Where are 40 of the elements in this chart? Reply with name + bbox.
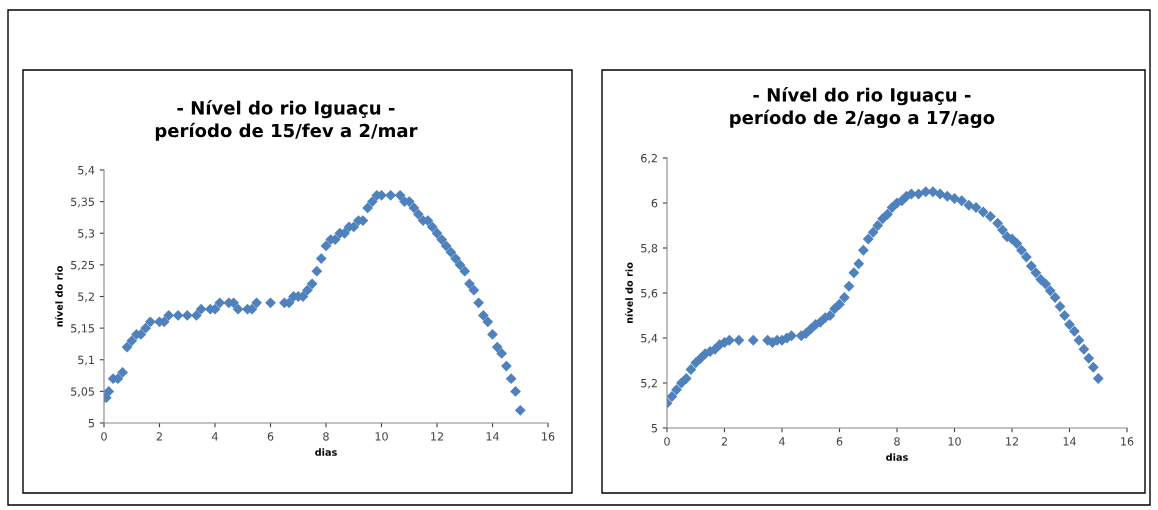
x-tick-label: 4 xyxy=(779,437,785,446)
y-tick-label: 5,15 xyxy=(71,324,94,334)
y-axis-title: nível do rio xyxy=(54,266,63,327)
x-axis-title: dias xyxy=(315,448,337,456)
x-tick-label: 8 xyxy=(894,437,900,446)
x-tick-label: 14 xyxy=(486,432,499,441)
y-tick-label: 5,1 xyxy=(78,355,94,366)
x-tick-label: 4 xyxy=(212,432,218,441)
x-tick-label: 16 xyxy=(542,432,555,441)
x-tick-label: 12 xyxy=(1006,437,1018,446)
x-tick-label: 0 xyxy=(664,437,670,446)
y-axis-title: nível do rio xyxy=(624,262,633,324)
y-tick-label: 5,4 xyxy=(78,166,95,176)
y-tick-label: 5,3 xyxy=(78,229,95,239)
x-tick-label: 12 xyxy=(431,432,443,441)
x-tick-label: 2 xyxy=(156,432,162,441)
x-tick-label: 0 xyxy=(101,432,107,441)
y-tick-label: 5,4 xyxy=(641,334,658,344)
y-tick-label: 5,8 xyxy=(641,243,658,254)
y-tick-label: 6 xyxy=(651,198,658,208)
x-tick-label: 8 xyxy=(323,432,329,441)
x-tick-label: 10 xyxy=(948,437,961,446)
x-tick-label: 6 xyxy=(267,432,274,441)
x-tick-label: 14 xyxy=(1063,437,1076,446)
x-tick-label: 16 xyxy=(1121,437,1134,446)
x-tick-label: 10 xyxy=(375,432,388,441)
y-tick-label: 5,35 xyxy=(71,197,94,208)
y-tick-label: 5,25 xyxy=(71,260,94,271)
x-axis-title: dias xyxy=(886,453,908,461)
y-tick-label: 5 xyxy=(651,424,657,433)
chart-title: - Nível do rio Iguaçu - período de 15/fev a 2/mar xyxy=(155,100,418,141)
y-tick-label: 5,2 xyxy=(78,292,94,303)
chart-title: - Nível do rio Iguaçu - período de 2/ago a 17/ago xyxy=(730,87,995,129)
y-tick-label: 5,05 xyxy=(71,387,94,397)
x-tick-label: 6 xyxy=(836,437,843,446)
y-tick-label: 5,6 xyxy=(641,288,658,299)
y-tick-label: 5,2 xyxy=(641,378,657,389)
y-tick-label: 6,2 xyxy=(641,153,657,164)
x-tick-label: 2 xyxy=(721,437,727,446)
y-tick-label: 5 xyxy=(88,419,94,428)
